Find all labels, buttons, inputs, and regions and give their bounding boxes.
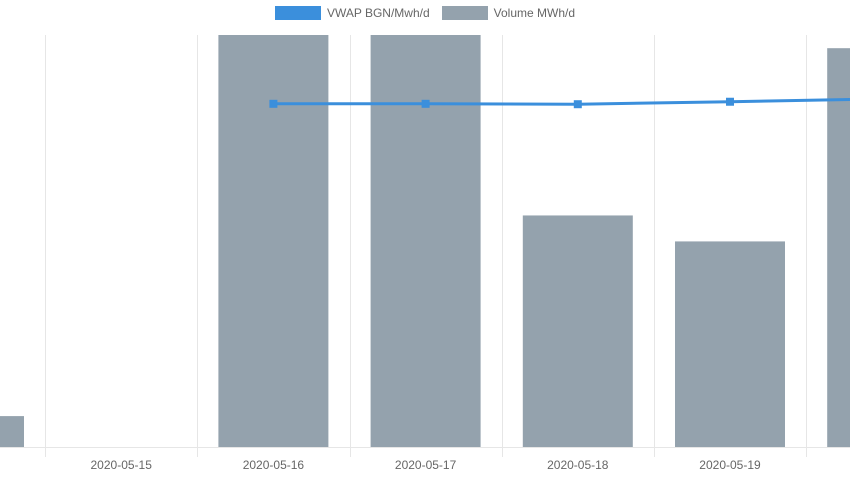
volume-bar[interactable] bbox=[675, 241, 785, 447]
legend-item-volume[interactable]: Volume MWh/d bbox=[441, 6, 576, 20]
vwap-line bbox=[273, 97, 850, 106]
vwap-point[interactable] bbox=[573, 100, 582, 109]
chart-legend: VWAP BGN/Mwh/d Volume MWh/d bbox=[0, 6, 850, 20]
bar-layer bbox=[0, 35, 850, 448]
volume-bar[interactable] bbox=[370, 35, 481, 447]
x-tick-label: 2020-05-19 bbox=[699, 458, 761, 472]
vwap-point[interactable] bbox=[269, 99, 278, 108]
legend-label-vwap: VWAP BGN/Mwh/d bbox=[326, 6, 430, 20]
legend-label-volume: Volume MWh/d bbox=[493, 6, 576, 20]
vwap-point[interactable] bbox=[421, 99, 430, 108]
volume-bar[interactable] bbox=[0, 416, 24, 447]
legend-item-vwap[interactable]: VWAP BGN/Mwh/d bbox=[274, 6, 430, 20]
volume-bar[interactable] bbox=[218, 35, 329, 447]
x-tick-layer: 2020-05-142020-05-152020-05-162020-05-17… bbox=[0, 458, 761, 472]
legend-swatch-vwap bbox=[274, 6, 321, 20]
vwap-line-layer bbox=[269, 97, 850, 109]
volume-bar[interactable] bbox=[522, 215, 633, 447]
x-tick-label: 2020-05-15 bbox=[91, 458, 153, 472]
x-tick-label: 2020-05-18 bbox=[547, 458, 609, 472]
x-tick-label: 2020-05-17 bbox=[395, 458, 457, 472]
volume-bar[interactable] bbox=[827, 48, 850, 448]
legend-swatch-volume bbox=[441, 6, 488, 20]
vwap-point[interactable] bbox=[726, 97, 734, 106]
x-tick-label: 2020-05-16 bbox=[243, 458, 305, 472]
